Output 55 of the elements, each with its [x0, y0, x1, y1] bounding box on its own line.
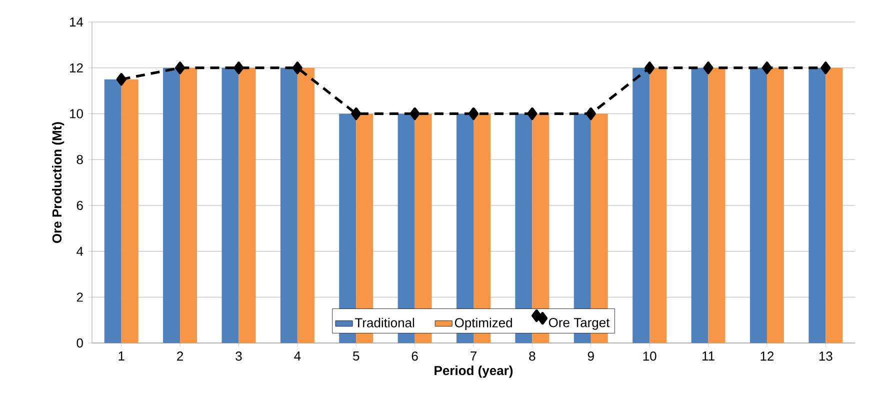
y-tick-label: 12	[70, 63, 83, 72]
x-tick-label: 12	[760, 352, 774, 361]
x-tick-label: 1	[118, 352, 124, 360]
x-tick-label: 7	[470, 352, 476, 360]
point	[234, 62, 244, 74]
bar	[691, 68, 708, 343]
bar	[163, 68, 180, 343]
y-tick-label: 14	[70, 18, 84, 26]
point	[527, 107, 538, 120]
x-tick-label: 11	[702, 352, 714, 360]
x-tick-label: 13	[819, 352, 832, 361]
point	[644, 62, 655, 74]
bar	[708, 68, 726, 343]
point	[586, 107, 596, 120]
x-tick-label: 3	[236, 352, 242, 361]
bar	[180, 68, 198, 343]
y-tick-label: 10	[70, 109, 83, 118]
x-tick-label: 10	[643, 352, 656, 361]
x-tick-label: 6	[412, 352, 418, 361]
y-tick-label: 6	[76, 200, 83, 210]
x-axis-title: Period (year)	[434, 366, 513, 378]
point	[292, 62, 302, 74]
point	[468, 107, 479, 120]
y-tick-label: 0	[76, 338, 83, 348]
bar	[650, 68, 667, 343]
point	[820, 62, 831, 74]
bar	[808, 68, 826, 343]
bar	[750, 68, 767, 343]
x-tick-label: 4	[294, 352, 301, 360]
bar	[121, 79, 138, 343]
point	[703, 62, 714, 74]
bar	[297, 68, 314, 343]
bar	[766, 68, 784, 343]
x-tick-label: 2	[177, 352, 184, 361]
y-tick-label: 4	[76, 246, 84, 256]
point	[174, 62, 186, 74]
point	[351, 107, 362, 120]
x-tick-label: 8	[529, 352, 536, 361]
bar	[222, 68, 239, 343]
bar	[632, 68, 650, 343]
point	[116, 73, 126, 86]
y-tick-label: 2	[76, 292, 83, 302]
bar	[280, 68, 298, 343]
legend-label: Traditional	[355, 318, 414, 328]
point	[410, 107, 420, 120]
bar	[826, 68, 843, 343]
legend-label: Optimized	[454, 318, 512, 330]
point	[762, 62, 772, 74]
x-tick-label: 5	[353, 352, 360, 361]
y-axis-title: Ore Production (Mt)	[52, 122, 64, 243]
x-tick-label: 9	[588, 352, 594, 361]
y-tick-label: 8	[76, 154, 83, 164]
bar	[104, 79, 122, 343]
legend-label: Ore Target	[548, 318, 610, 330]
bar	[238, 68, 256, 343]
